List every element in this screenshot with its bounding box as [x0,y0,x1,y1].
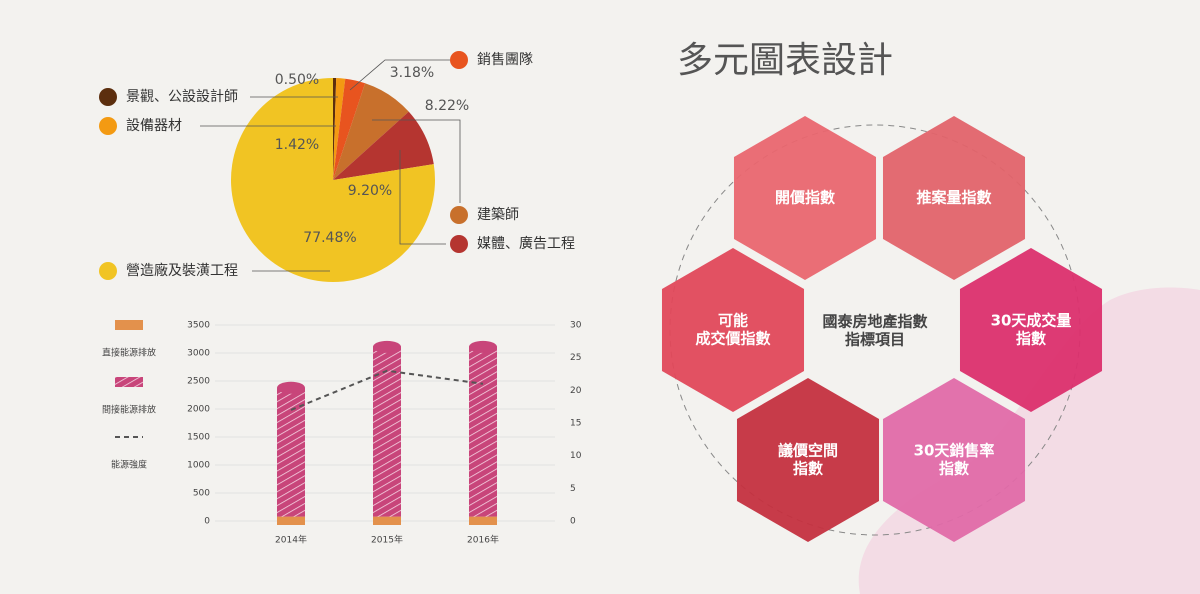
y-tick-label: 0 [204,517,210,527]
leader-line [399,150,446,245]
legend-dot [99,117,117,135]
hexagon [959,248,1103,412]
pie-slice [333,111,434,180]
hexagon [661,248,805,412]
hexagon [733,116,877,280]
legend-label: 能源強度 [111,459,147,471]
center-label: 國泰房地產指數 [822,313,927,331]
x-tick-label: 2014年 [275,534,307,546]
legend-swatch [115,320,143,330]
y2-tick-label: 15 [570,419,581,429]
y-tick-label: 3500 [187,321,210,331]
y-tick-label: 2000 [187,405,210,415]
y2-tick-label: 0 [570,517,576,527]
legend-dot [99,262,117,280]
hexagon-label: 30天成交量 [991,312,1072,330]
pie-slice [333,83,409,180]
legend-label: 營造廠及裝潢工程 [126,262,238,279]
hexagon-label: 推案量指數 [916,189,991,207]
hexagon-label: 開價指數 [775,189,835,207]
hexagon-label: 指數 [1016,330,1046,348]
legend-dot [450,51,468,69]
slice-label: 3.18% [390,65,434,81]
hexagon-label: 指數 [793,460,823,478]
legend-swatch [115,377,143,387]
bar-indirect [469,346,497,517]
x-tick-label: 2016年 [467,534,499,546]
legend-label: 銷售團隊 [477,52,533,68]
y2-tick-label: 20 [570,386,582,396]
leader-line [372,119,461,203]
bar-direct [373,516,401,525]
y-tick-label: 500 [193,489,210,499]
bar-direct [469,516,497,525]
pie-slice [333,78,366,180]
bar-direct [277,516,305,525]
legend-label: 設備器材 [126,118,182,134]
hexagon-label: 議價空間 [778,442,838,460]
y2-tick-label: 10 [570,451,582,461]
legend-dot [99,88,117,106]
bar-indirect [277,387,305,517]
pie-slice [333,78,337,180]
legend-dot [450,206,468,224]
y-tick-label: 3000 [187,349,210,359]
legend-label: 媒體、廣告工程 [477,235,575,252]
hexagon [882,378,1026,542]
hexagon-label: 指數 [939,460,969,478]
slice-label: 0.50% [275,72,319,88]
bar-indirect [373,346,401,517]
slice-label: 9.20% [348,183,392,199]
x-tick-label: 2015年 [371,534,403,546]
line-series [290,369,484,411]
y-tick-label: 1500 [187,433,210,443]
y2-tick-label: 30 [570,321,582,331]
hexagon-label: 30天銷售率 [914,442,995,460]
legend-label: 直接能源排放 [102,347,156,359]
pie-slice [333,78,346,180]
y2-tick-label: 25 [570,353,581,363]
bar-cap [373,340,401,353]
hexagon [736,378,880,542]
hexagon-label: 成交價指數 [695,330,770,348]
legend-label: 景觀、公設設計師 [126,89,238,105]
center-label: 指標項目 [845,331,905,349]
pie-slice [231,78,435,283]
hexagon-label: 可能 [718,312,748,330]
y2-tick-label: 5 [570,484,576,494]
y-tick-label: 1000 [187,461,210,471]
slice-label: 1.42% [275,137,319,153]
slice-label: 77.48% [303,230,356,246]
legend-label: 間接能源排放 [102,404,156,416]
page-title: 多元圖表設計 [677,40,893,81]
slice-label: 8.22% [425,98,469,114]
leader-line [349,59,450,91]
y-tick-label: 2500 [187,377,210,387]
bar-cap [469,340,497,353]
legend-label: 建築師 [477,207,519,223]
bar-cap [277,381,305,394]
legend-dot [450,235,468,253]
hexagon [882,116,1026,280]
